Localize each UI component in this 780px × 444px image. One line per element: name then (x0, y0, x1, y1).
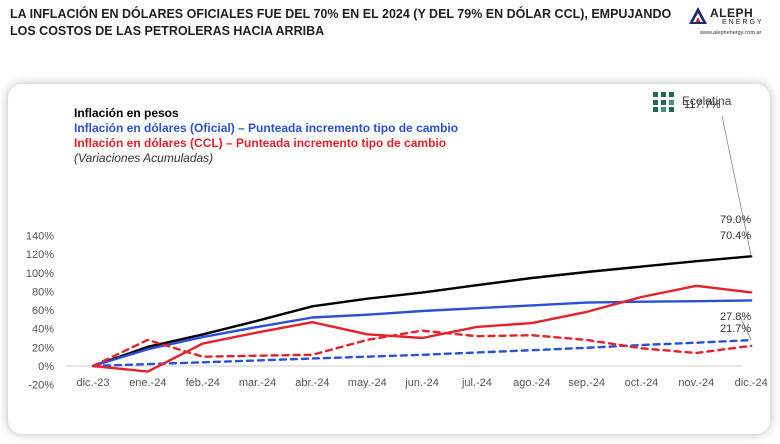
y-tick-label: 40% (32, 324, 54, 336)
x-tick-label: dic.-24 (735, 377, 768, 389)
ecolatina-brand: Ecolatina (652, 91, 756, 113)
logo-name: ALEPH (710, 6, 754, 20)
aleph-triangle-icon (689, 7, 707, 24)
end-label: 70.4% (720, 230, 751, 242)
x-tick-label: jun.-24 (404, 377, 439, 389)
y-tick-label: 100% (26, 268, 54, 280)
chart-legend: Inflación en pesos Inflación en dólares … (74, 106, 458, 166)
end-label-leader (721, 115, 752, 257)
y-tick-label: 80% (32, 286, 54, 298)
y-tick-label: 120% (26, 249, 54, 261)
y-tick-label: 20% (32, 342, 54, 354)
legend-note: (Variaciones Acumuladas) (74, 151, 214, 165)
end-label: 117.7% (684, 99, 721, 111)
end-label: 21.7% (720, 323, 751, 335)
end-label: 27.8% (720, 311, 751, 323)
ecolatina-grid-icon (653, 92, 674, 112)
series-line-4 (91, 329, 753, 368)
end-label-leader (739, 315, 752, 341)
logo-sub: ENERGY (722, 19, 764, 26)
aleph-energy-logo: ALEPH ENERGY www.alephenergy.com.ar (688, 4, 774, 44)
logo-url: www.alephenergy.com.ar (700, 30, 762, 36)
y-tick-label: 140% (26, 231, 54, 243)
series-line-0 (91, 255, 753, 368)
legend-item-oficial: Inflación en dólares (Oficial) – Puntead… (74, 121, 459, 135)
y-tick-label: 60% (32, 305, 54, 317)
y-tick-label: -20% (28, 380, 54, 392)
series-line-2 (91, 338, 753, 368)
series-line-1 (91, 299, 753, 368)
x-tick-label: nov.-24 (678, 377, 714, 389)
series-line-3 (91, 284, 753, 373)
end-label: 79.0% (720, 214, 751, 226)
x-tick-label: may.-24 (348, 377, 387, 389)
ecolatina-name: Ecolatina (682, 94, 732, 108)
x-tick-label: oct.-24 (625, 377, 659, 389)
x-tick-label: ago.-24 (513, 377, 550, 389)
x-tick-label: abr.-24 (295, 377, 329, 389)
x-tick-label: jul.-24 (461, 377, 492, 389)
y-tick-label: 0% (38, 361, 54, 373)
x-tick-label: mar.-24 (239, 377, 276, 389)
x-tick-label: dic.-23 (76, 377, 109, 389)
x-tick-label: ene.-24 (129, 377, 166, 389)
chart-title: LA INFLACIÓN EN DÓLARES OFICIALES FUE DE… (10, 7, 672, 38)
legend-item-ccl: Inflación en dólares (CCL) – Punteada in… (74, 136, 447, 150)
chart-panel (8, 84, 770, 434)
legend-item-pesos: Inflación en pesos (74, 106, 179, 120)
x-tick-label: sep.-24 (568, 377, 605, 389)
x-tick-label: feb.-24 (186, 377, 220, 389)
